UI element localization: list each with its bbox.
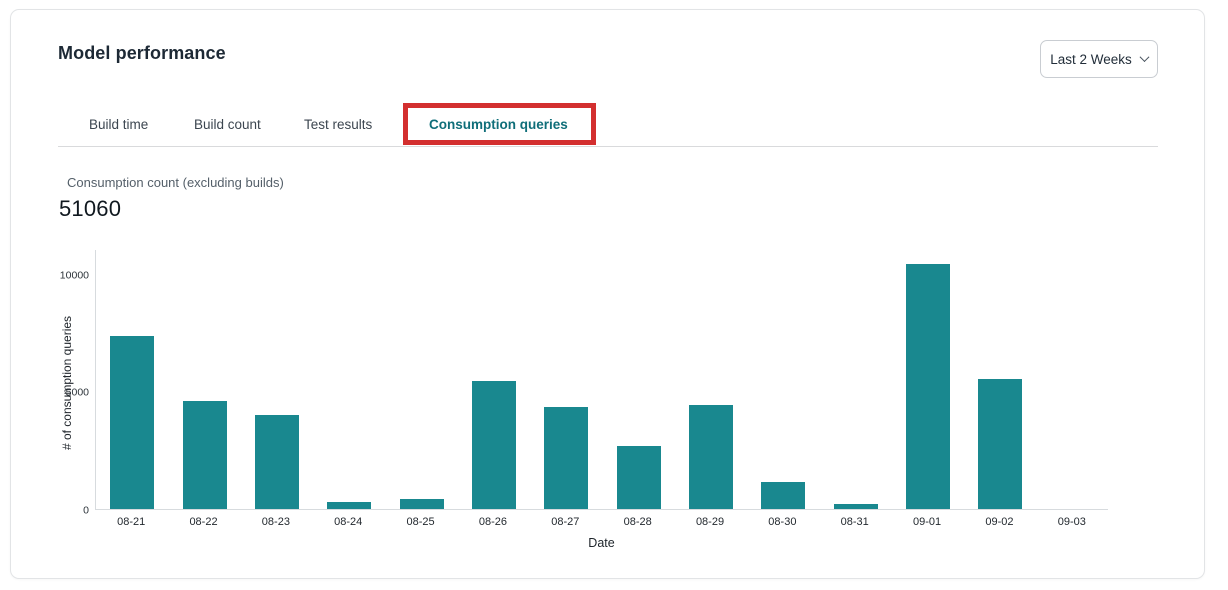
x-tick-label: 08-25 bbox=[406, 516, 435, 528]
tab-build-time[interactable]: Build time bbox=[89, 117, 149, 132]
metric-value: 51060 bbox=[59, 196, 122, 221]
y-axis-ticks: 0 5000 10000 bbox=[11, 250, 90, 515]
x-tick-label: 08-27 bbox=[551, 516, 580, 528]
date-range-value: Last 2 Weeks bbox=[1050, 51, 1132, 67]
x-tick-label: 08-22 bbox=[189, 516, 218, 528]
x-tick-label: 09-01 bbox=[913, 516, 942, 528]
date-range-dropdown[interactable]: Last 2 Weeks bbox=[1040, 40, 1158, 78]
x-tick-label: 09-03 bbox=[1057, 516, 1086, 528]
x-tick-label: 08-23 bbox=[261, 516, 290, 528]
bar-08-25[interactable] bbox=[399, 499, 444, 509]
bar-08-27[interactable] bbox=[544, 407, 589, 509]
bar-08-29[interactable] bbox=[689, 405, 734, 509]
x-tick-label: 08-21 bbox=[117, 516, 146, 528]
tab-test-results[interactable]: Test results bbox=[304, 117, 373, 132]
x-tick-label: 08-30 bbox=[768, 516, 797, 528]
bar-08-26[interactable] bbox=[471, 381, 516, 509]
bar-08-23[interactable] bbox=[254, 415, 299, 509]
y-tick-label: 10000 bbox=[59, 269, 89, 282]
bar-08-28[interactable] bbox=[616, 446, 661, 509]
bar-09-01[interactable] bbox=[906, 264, 951, 509]
bar-08-31[interactable] bbox=[833, 504, 878, 509]
x-tick-label: 08-28 bbox=[623, 516, 652, 528]
bar-08-30[interactable] bbox=[761, 482, 806, 509]
x-tick-label: 08-24 bbox=[334, 516, 363, 528]
tabs-divider bbox=[58, 146, 1158, 147]
bar-08-24[interactable] bbox=[327, 502, 372, 509]
bar-09-02[interactable] bbox=[978, 379, 1023, 509]
tab-build-count[interactable]: Build count bbox=[194, 117, 261, 132]
bar-08-22[interactable] bbox=[182, 401, 227, 509]
metric-label: Consumption count (excluding builds) bbox=[67, 175, 284, 190]
x-axis-title: Date bbox=[588, 536, 615, 550]
y-tick-label: 5000 bbox=[65, 386, 89, 399]
x-tick-label: 08-31 bbox=[840, 516, 869, 528]
x-axis-labels: 08-21 08-22 08-23 08-24 08-25 08-26 08-27 08-28… bbox=[95, 515, 1108, 529]
x-tick-label: 08-26 bbox=[478, 516, 508, 528]
plot-area bbox=[95, 250, 1108, 510]
model-performance-card: Model performance Last 2 Weeks Build tim… bbox=[10, 9, 1205, 579]
x-tick-label: 09-02 bbox=[985, 516, 1014, 528]
page-title: Model performance bbox=[58, 43, 226, 63]
tab-consumption-queries[interactable]: Consumption queries bbox=[429, 117, 568, 132]
chevron-down-icon bbox=[1139, 51, 1150, 62]
bar-08-21[interactable] bbox=[110, 336, 155, 509]
x-tick-label: 08-29 bbox=[695, 516, 725, 528]
y-tick-label: 0 bbox=[83, 503, 89, 516]
